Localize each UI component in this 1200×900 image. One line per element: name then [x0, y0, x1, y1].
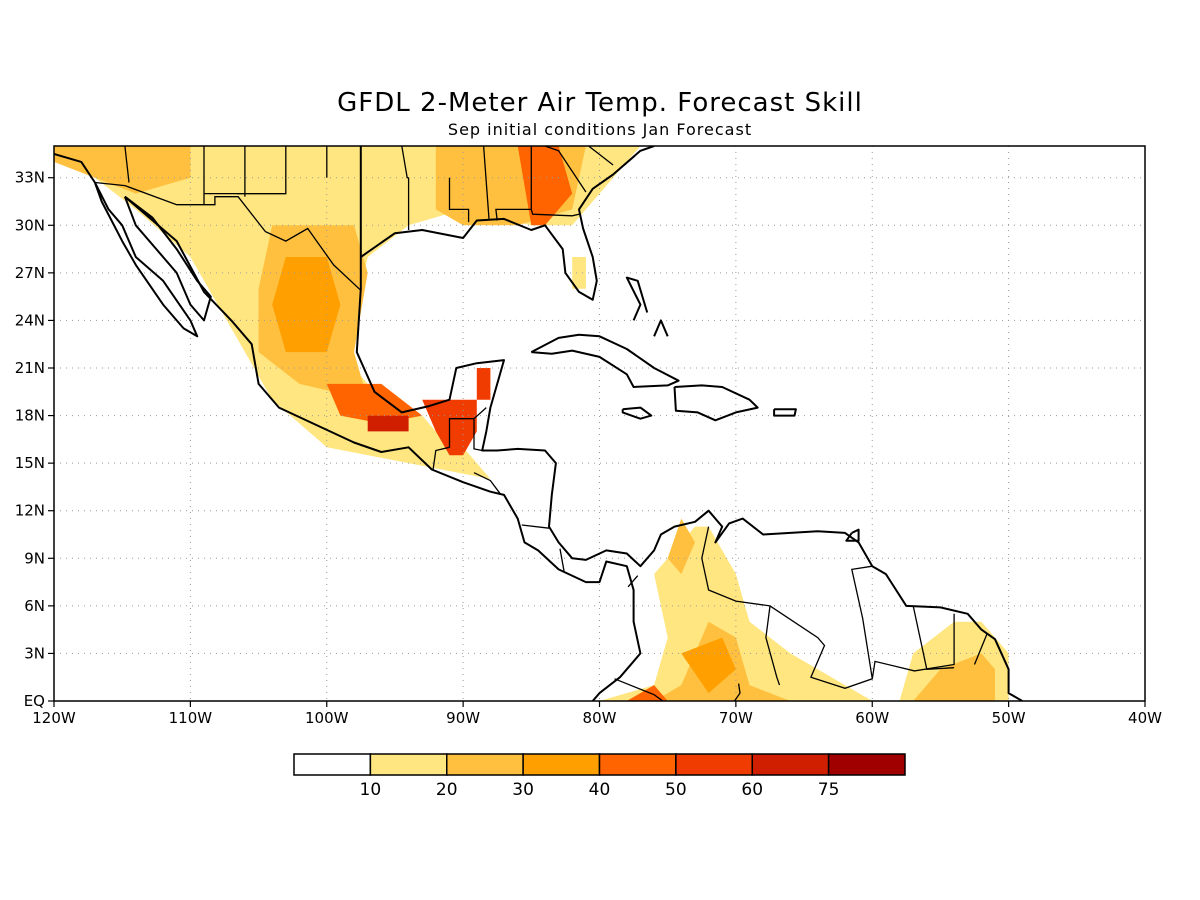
y-tick-label: 6N: [24, 597, 45, 615]
country-border: [530, 209, 580, 217]
coastline: [673, 384, 759, 422]
country-border: [482, 146, 490, 219]
x-tick-label: 120W: [32, 709, 76, 727]
coastline: [845, 528, 860, 542]
y-tick-label: 27N: [15, 264, 45, 282]
x-tick-label: 110W: [169, 709, 213, 727]
coastline: [773, 408, 797, 417]
x-tick-label: 90W: [446, 709, 480, 727]
coastlines: [54, 146, 1023, 701]
legend-label: 75: [818, 780, 840, 800]
legend-label: 50: [665, 780, 687, 800]
color-legend: 10 20 30 40 50 60 75: [293, 753, 906, 800]
x-tick-label: 50W: [992, 709, 1026, 727]
skill-region-16: [913, 653, 995, 701]
country-border: [401, 146, 409, 179]
country-border: [124, 146, 130, 183]
y-tick-label: 30N: [15, 216, 45, 234]
legend-label: 60: [741, 780, 763, 800]
x-tick-label: 100W: [305, 709, 349, 727]
legend-swatch: [369, 753, 448, 776]
y-tick-label: 21N: [15, 359, 45, 377]
legend-swatch: [827, 753, 906, 776]
legend-swatch: [293, 753, 372, 776]
x-tick-label: 40W: [1128, 709, 1162, 727]
legend-swatch: [751, 753, 830, 776]
skill-region-8: [367, 415, 409, 432]
skill-region-5: [272, 257, 341, 353]
skill-region-6: [326, 383, 423, 424]
country-border: [448, 177, 470, 223]
x-tick-label: 60W: [855, 709, 889, 727]
x-tick-label: 70W: [719, 709, 753, 727]
coastline: [621, 406, 653, 420]
country-border: [769, 565, 874, 689]
country-border: [733, 683, 741, 701]
political-borders: [94, 146, 988, 701]
chart-title: GFDL 2-Meter Air Temp. Forecast Skill: [337, 88, 863, 118]
coastline: [360, 146, 655, 301]
coastline: [124, 195, 642, 701]
y-tick-label: 33N: [15, 169, 45, 187]
grid-lines: [54, 146, 1145, 701]
legend-swatch: [446, 753, 524, 776]
y-tick-label: 15N: [15, 454, 45, 472]
y-tick-label: EQ: [24, 692, 45, 710]
country-border: [521, 524, 550, 529]
skill-region-17: [572, 257, 586, 289]
country-border: [614, 678, 664, 701]
country-border: [912, 605, 955, 670]
y-tick-label: 12N: [15, 502, 45, 520]
latitude-axis: EQ 3N 6N 9N 12N 15N 18N 21N 24N 27N 30N 33N: [15, 169, 54, 710]
legend-swatch: [522, 753, 601, 776]
longitude-axis: 120W 110W 100W 90W 80W 70W 60W 50W 40W: [32, 701, 1162, 727]
skill-region-4: [54, 146, 191, 194]
coastline: [54, 152, 199, 338]
country-border: [588, 146, 614, 166]
y-tick-label: 18N: [15, 407, 45, 425]
plot-area: [54, 146, 1145, 701]
country-border: [473, 407, 487, 420]
country-border: [432, 418, 483, 470]
coastline: [625, 276, 649, 321]
country-border: [559, 548, 565, 572]
coastline: [653, 319, 669, 337]
coastline: [530, 333, 680, 388]
x-tick-label: 80W: [583, 709, 617, 727]
skill-region-14: [667, 518, 695, 575]
y-tick-label: 3N: [24, 644, 45, 662]
legend-swatch: [675, 753, 753, 776]
legend-swatch: [598, 753, 677, 776]
legend-label: 10: [360, 780, 382, 800]
y-tick-label: 9N: [24, 549, 45, 567]
legend-label: 40: [589, 780, 611, 800]
country-border: [701, 526, 781, 686]
coastline: [355, 146, 1023, 701]
country-border: [871, 613, 955, 679]
country-border: [973, 634, 988, 665]
legend-label: 20: [436, 780, 458, 800]
skill-region-12: [681, 637, 736, 694]
country-border: [627, 575, 639, 588]
country-border: [544, 146, 587, 193]
legend-label: 30: [512, 780, 534, 800]
y-tick-label: 24N: [15, 311, 45, 329]
chart-subtitle: Sep initial conditions Jan Forecast: [448, 120, 752, 139]
skill-region-10: [599, 526, 873, 701]
country-border: [473, 472, 501, 494]
coastline: [123, 195, 212, 322]
country-border: [94, 181, 362, 291]
